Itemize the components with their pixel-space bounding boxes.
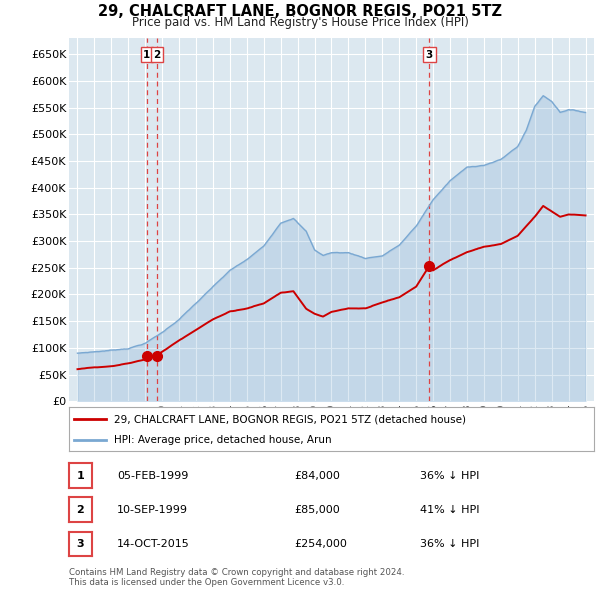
Text: Price paid vs. HM Land Registry's House Price Index (HPI): Price paid vs. HM Land Registry's House … bbox=[131, 16, 469, 29]
Text: 36% ↓ HPI: 36% ↓ HPI bbox=[420, 539, 479, 549]
Text: 3: 3 bbox=[426, 50, 433, 60]
Text: 1: 1 bbox=[77, 471, 84, 480]
Text: 1: 1 bbox=[143, 50, 151, 60]
Text: 29, CHALCRAFT LANE, BOGNOR REGIS, PO21 5TZ: 29, CHALCRAFT LANE, BOGNOR REGIS, PO21 5… bbox=[98, 4, 502, 19]
Text: 10-SEP-1999: 10-SEP-1999 bbox=[117, 505, 188, 514]
Text: HPI: Average price, detached house, Arun: HPI: Average price, detached house, Arun bbox=[113, 435, 331, 445]
Text: 14-OCT-2015: 14-OCT-2015 bbox=[117, 539, 190, 549]
Text: £84,000: £84,000 bbox=[294, 471, 340, 480]
Text: 2: 2 bbox=[153, 50, 161, 60]
Text: Contains HM Land Registry data © Crown copyright and database right 2024.
This d: Contains HM Land Registry data © Crown c… bbox=[69, 568, 404, 587]
Text: 2: 2 bbox=[77, 505, 84, 514]
Text: 29, CHALCRAFT LANE, BOGNOR REGIS, PO21 5TZ (detached house): 29, CHALCRAFT LANE, BOGNOR REGIS, PO21 5… bbox=[113, 414, 466, 424]
Text: £254,000: £254,000 bbox=[294, 539, 347, 549]
Text: 3: 3 bbox=[77, 539, 84, 549]
Text: 36% ↓ HPI: 36% ↓ HPI bbox=[420, 471, 479, 480]
Text: 41% ↓ HPI: 41% ↓ HPI bbox=[420, 505, 479, 514]
Text: 05-FEB-1999: 05-FEB-1999 bbox=[117, 471, 188, 480]
Text: £85,000: £85,000 bbox=[294, 505, 340, 514]
